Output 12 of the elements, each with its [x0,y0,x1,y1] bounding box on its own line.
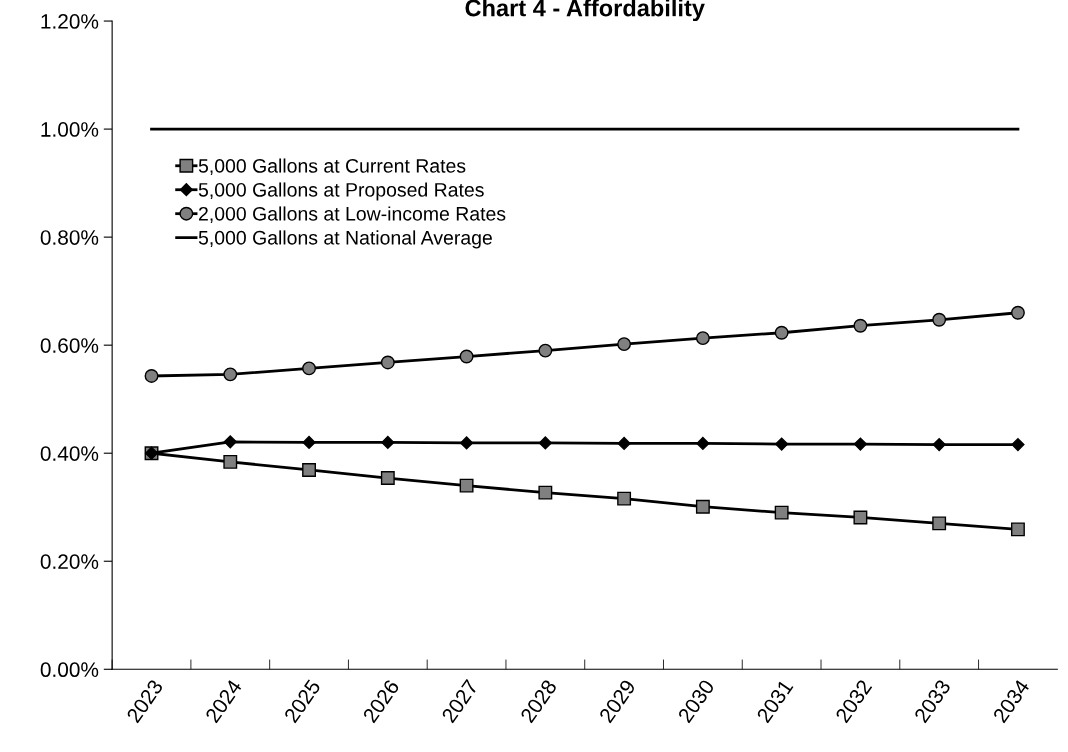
y-tick-label: 0.20% [40,554,99,569]
y-tick-label: 0.80% [40,230,99,245]
legend-label: 2,000 Gallons at Low-income Rates [199,206,506,223]
y-tick-label: 0.60% [40,338,99,353]
y-tick-label: 1.00% [41,122,99,137]
chart-title: Chart 4 - Affordability [465,0,705,22]
y-tick-label: 1.20% [41,14,99,29]
y-tick-label: 0.00% [40,662,99,678]
legend-label: 5,000 Gallons at Current Rates [198,158,466,176]
legend-label: 5,000 Gallons at National Average [198,230,492,249]
legend-label: 5,000 Gallons at Proposed Rates [198,182,484,201]
y-tick-label: 0.40% [40,446,99,461]
